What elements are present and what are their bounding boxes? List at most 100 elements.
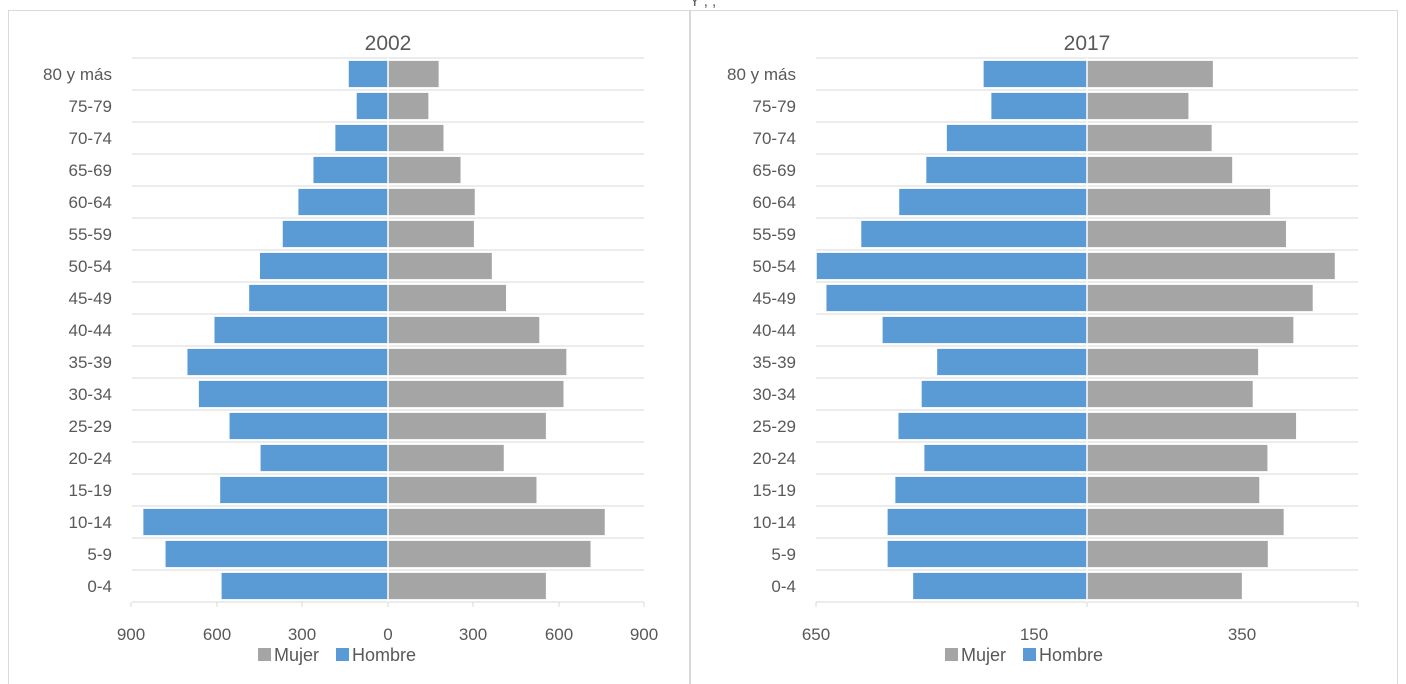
category-label: 80 y más [727,65,796,84]
bar-hombre-20-24 [260,444,388,472]
category-label: 5-9 [87,545,112,564]
category-label: 25-29 [69,417,112,436]
bar-mujer-40-44 [388,316,540,344]
category-label: 75-79 [69,97,112,116]
category-label: 40-44 [69,321,112,340]
bar-hombre-0-4 [913,572,1087,600]
x-tick-label: 600 [203,625,231,644]
category-label: 15-19 [753,481,796,500]
category-label: 80 y más [43,65,112,84]
bar-hombre-10-14 [143,508,388,536]
x-tick-label: 350 [1228,625,1256,644]
category-label: 30-34 [69,385,112,404]
panel-frame [8,10,690,684]
bar-hombre-75-79 [356,92,388,120]
category-label: 55-59 [753,225,796,244]
bar-hombre-15-19 [895,476,1087,504]
bar-mujer-60-64 [388,188,475,216]
bar-mujer-70-74 [388,124,444,152]
bar-hombre-45-49 [826,284,1087,312]
bar-hombre-25-29 [229,412,388,440]
bar-hombre-60-64 [298,188,388,216]
bar-hombre-30-34 [198,380,388,408]
category-label: 5-9 [771,545,796,564]
bar-hombre-65-69 [313,156,388,184]
category-label: 45-49 [69,289,112,308]
category-label: 35-39 [753,353,796,372]
figure-title: Y , , [690,0,716,10]
legend-label-hombre: Hombre [1039,645,1103,665]
x-tick-label: 900 [630,625,658,644]
bar-mujer-10-14 [1087,508,1284,536]
bar-hombre-80 y más [348,60,388,88]
legend-swatch-mujer [258,648,271,661]
bar-mujer-50-54 [1087,252,1335,280]
bar-mujer-15-19 [388,476,537,504]
bar-mujer-80 y más [1087,60,1213,88]
category-label: 75-79 [753,97,796,116]
bar-mujer-20-24 [388,444,504,472]
bar-mujer-80 y más [388,60,439,88]
bar-mujer-35-39 [1087,348,1259,376]
panel-frame [690,10,1398,684]
category-label: 30-34 [753,385,796,404]
bar-mujer-45-49 [1087,284,1313,312]
category-label: 45-49 [753,289,796,308]
bar-mujer-25-29 [388,412,546,440]
legend-swatch-hombre [336,648,349,661]
bar-hombre-40-44 [882,316,1087,344]
bar-hombre-15-19 [220,476,388,504]
category-label: 20-24 [69,449,112,468]
bar-hombre-0-4 [221,572,388,600]
bar-hombre-20-24 [924,444,1087,472]
bar-mujer-65-69 [1087,156,1233,184]
bar-mujer-45-49 [388,284,507,312]
chart-title: 2017 [1064,32,1111,55]
bar-hombre-65-69 [926,156,1087,184]
category-label: 70-74 [753,129,796,148]
chart-panel-2002: 2002 0-4 5-9 10-14 15-19 20-24 25-29 30-34 35-39… [8,10,690,684]
bar-hombre-55-59 [282,220,388,248]
legend-label-hombre: Hombre [352,645,416,665]
category-label: 15-19 [69,481,112,500]
bar-mujer-25-29 [1087,412,1297,440]
bar-mujer-0-4 [388,572,546,600]
bar-hombre-80 y más [983,60,1087,88]
bar-hombre-5-9 [887,540,1087,568]
bar-hombre-40-44 [214,316,388,344]
x-tick-label: 300 [459,625,487,644]
bar-mujer-55-59 [1087,220,1286,248]
bar-mujer-15-19 [1087,476,1260,504]
bar-hombre-35-39 [937,348,1087,376]
category-label: 25-29 [753,417,796,436]
category-label: 0-4 [771,577,796,596]
bar-mujer-5-9 [388,540,591,568]
bar-hombre-5-9 [165,540,388,568]
category-label: 40-44 [753,321,796,340]
bar-mujer-75-79 [388,92,429,120]
bar-hombre-50-54 [260,252,388,280]
category-label: 60-64 [753,193,796,212]
bar-mujer-50-54 [388,252,492,280]
bar-mujer-70-74 [1087,124,1212,152]
category-label: 0-4 [87,577,112,596]
bar-hombre-75-79 [991,92,1087,120]
bar-mujer-65-69 [388,156,461,184]
bar-mujer-5-9 [1087,540,1268,568]
bar-hombre-45-49 [249,284,388,312]
category-label: 65-69 [69,161,112,180]
category-label: 65-69 [753,161,796,180]
legend-label-mujer: Mujer [274,645,319,665]
x-tick-label: 650 [802,625,830,644]
bar-mujer-55-59 [388,220,474,248]
bar-mujer-10-14 [388,508,605,536]
bar-hombre-25-29 [898,412,1087,440]
category-label: 50-54 [69,257,112,276]
x-tick-label: 300 [288,625,316,644]
category-label: 20-24 [753,449,796,468]
bar-mujer-40-44 [1087,316,1294,344]
bar-hombre-35-39 [187,348,388,376]
bar-mujer-20-24 [1087,444,1268,472]
